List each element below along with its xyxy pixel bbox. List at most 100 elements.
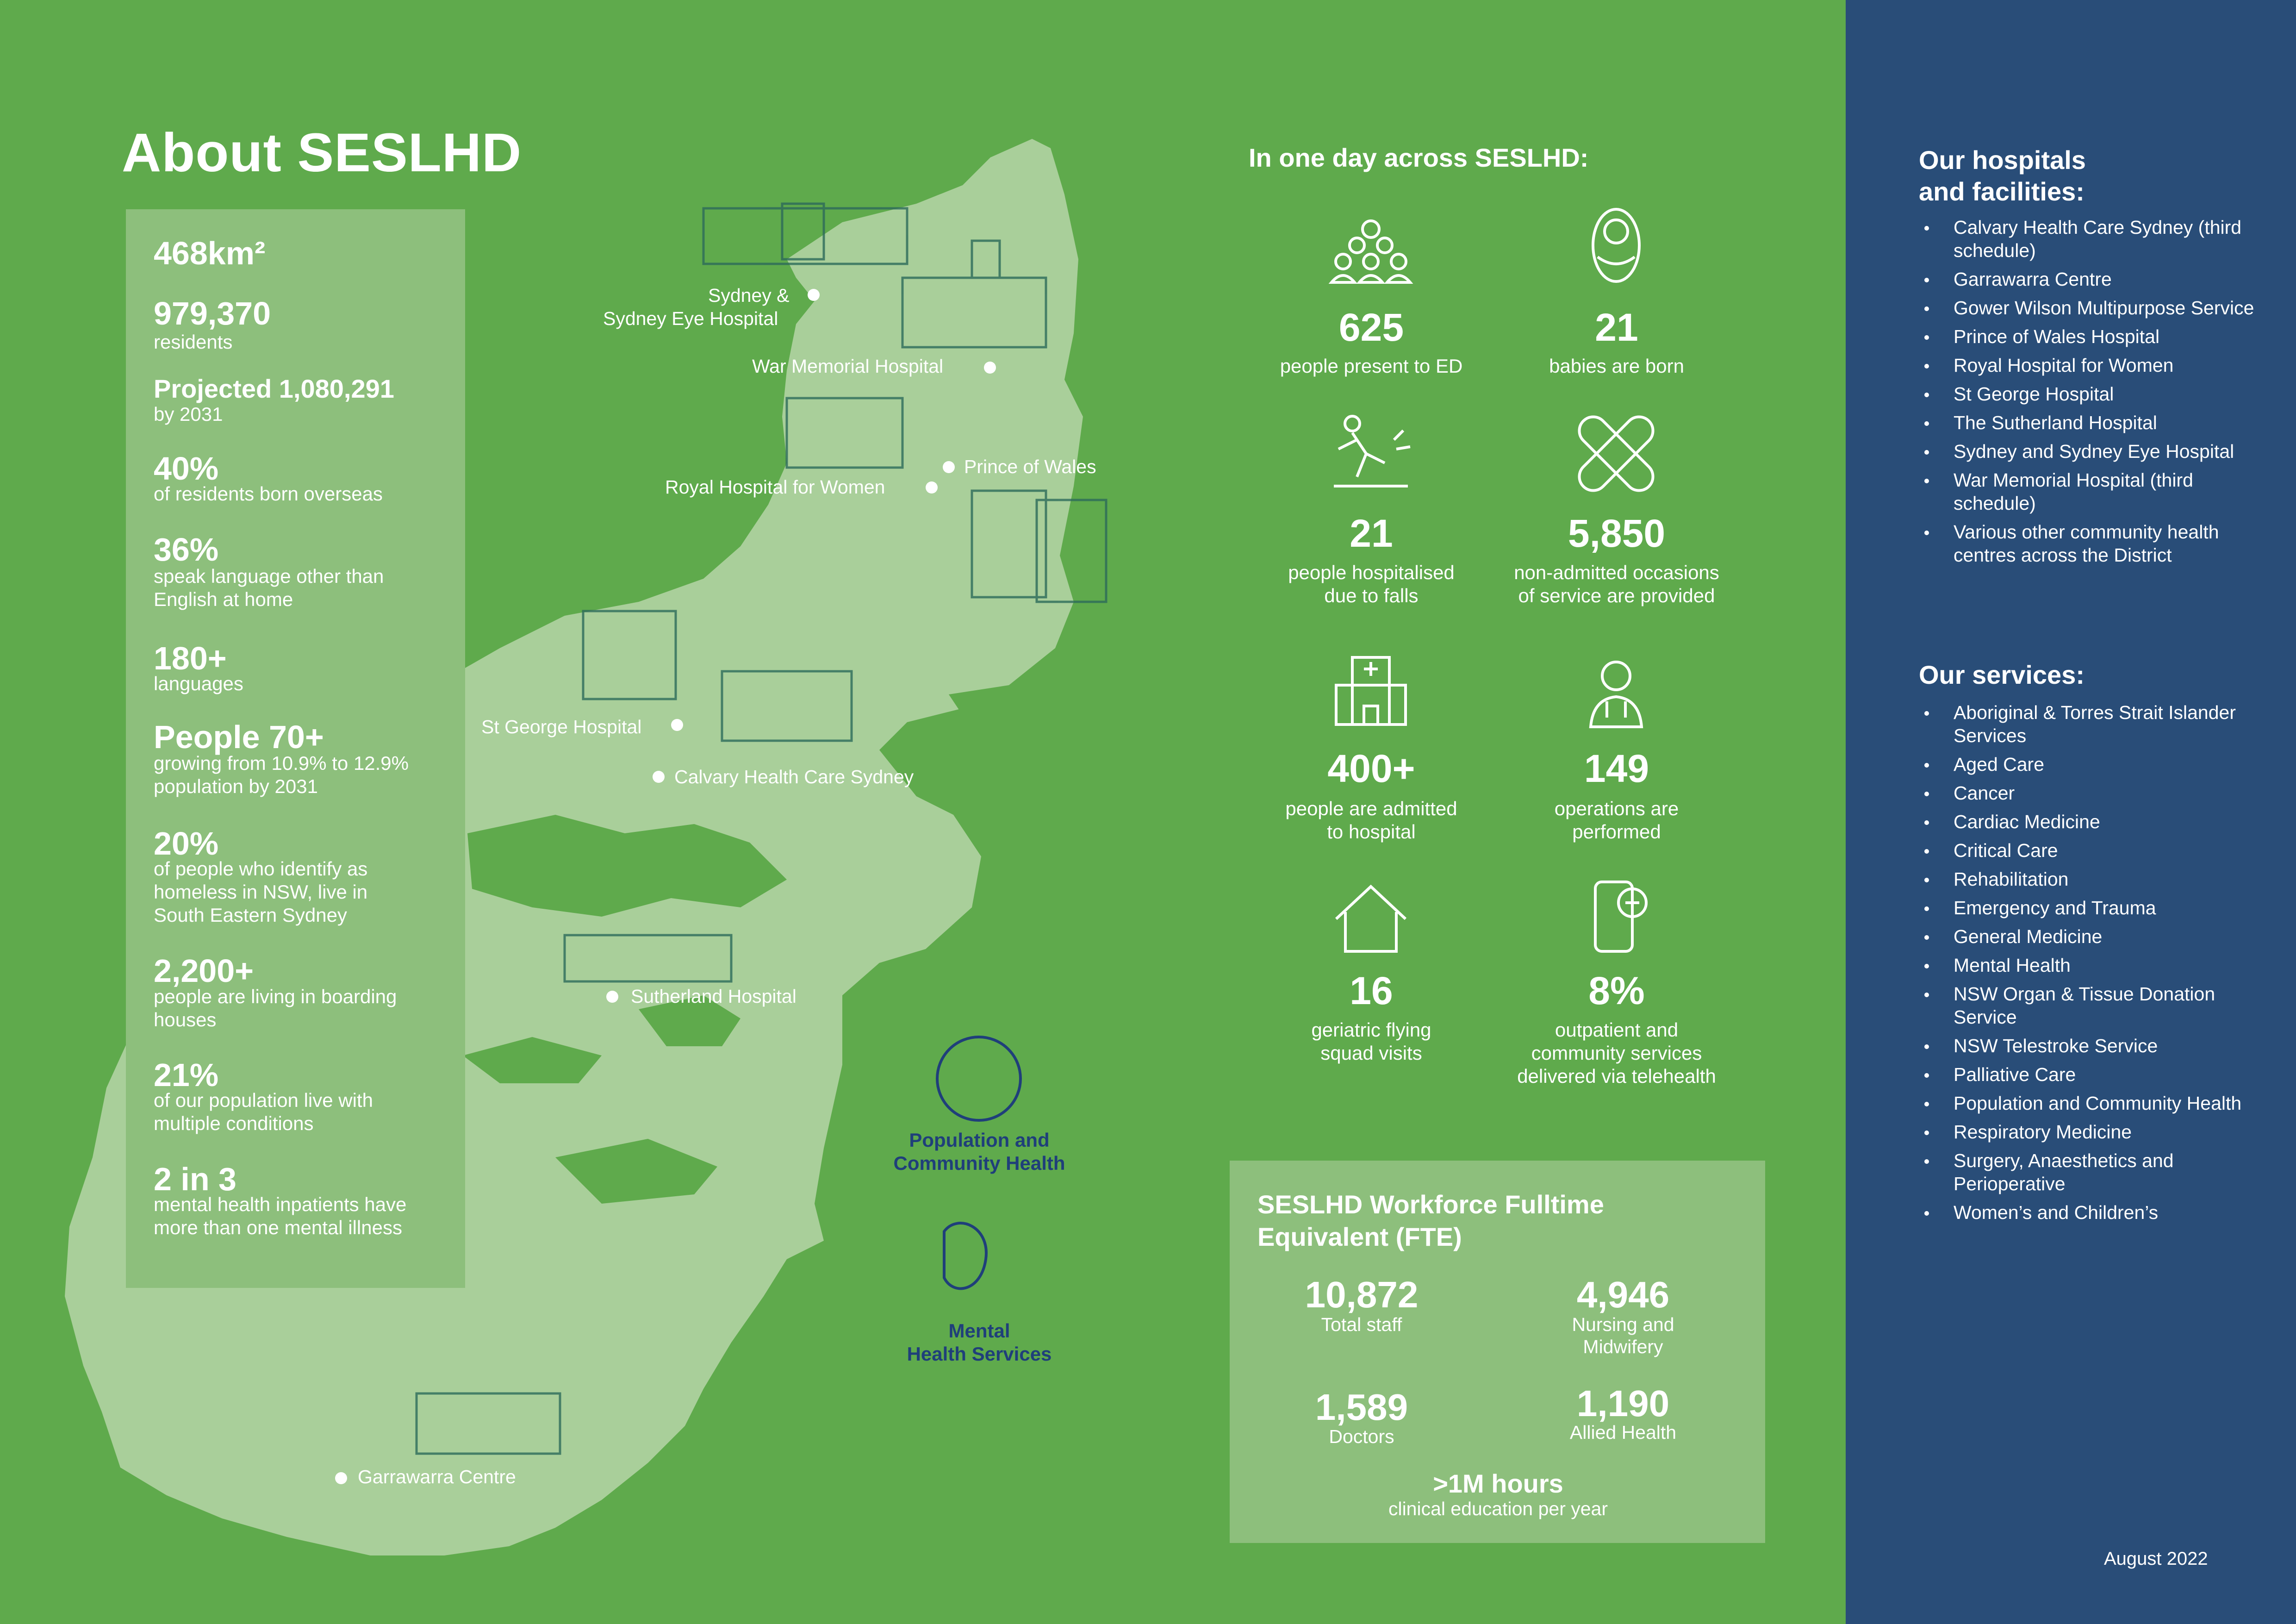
services-list-item: NSW Organ & Tissue Donation Service	[1919, 982, 2277, 1029]
map-label-sydney-eye-line2: Sydney Eye Hospital	[603, 308, 778, 329]
map-dot-royal-women	[926, 481, 938, 493]
workforce-desc-education: clinical education per year	[1388, 1498, 1608, 1519]
one-day-desc-operations-1: operations are	[1554, 798, 1679, 819]
one-day-desc-geriatric-2: squad visits	[1320, 1042, 1422, 1064]
map-label-garrawarra: Garrawarra Centre	[358, 1466, 516, 1487]
house-icon	[1335, 884, 1407, 953]
service-label-mental-health: Mental Health Services	[882, 1319, 1076, 1366]
stat-people-70-desc: growing from 10.9% to 12.9% population b…	[154, 752, 409, 797]
workforce-desc-total: Total staff	[1321, 1314, 1402, 1335]
services-list-item: Aged Care	[1919, 753, 2277, 776]
one-day-value-falls: 21	[1350, 512, 1393, 555]
one-day-desc-admitted-2: to hospital	[1327, 821, 1416, 843]
one-day-desc-admitted-1: people are admitted	[1285, 798, 1457, 819]
workforce-desc-allied: Allied Health	[1569, 1422, 1677, 1443]
hospitals-list-item: Royal Hospital for Women	[1919, 354, 2277, 377]
stat-residents-desc: residents	[154, 331, 233, 353]
map-dot-prince-wales	[943, 461, 955, 473]
stat-language-desc: speak language other than English at hom…	[154, 565, 384, 610]
one-day-value-telehealth: 8%	[1588, 969, 1645, 1012]
stat-projected-desc: by 2031	[154, 403, 223, 425]
services-list-item: Critical Care	[1919, 839, 2277, 862]
hospitals-list: Calvary Health Care Sydney (third schedu…	[1919, 216, 2277, 572]
workforce-value-education: >1M hours	[1433, 1469, 1563, 1498]
services-list-item: Respiratory Medicine	[1919, 1120, 2277, 1143]
page-title: About SESLHD	[122, 122, 522, 183]
map-label-st-george: St George Hospital	[481, 716, 642, 737]
services-list-item: Cancer	[1919, 781, 2277, 805]
stat-multiple-conditions-desc: of our population live with multiple con…	[154, 1089, 373, 1134]
one-day-title: In one day across SESLHD:	[1249, 143, 1589, 172]
services-list: Aboriginal & Torres Strait Islander Serv…	[1919, 701, 2277, 1230]
bandage-icon	[1578, 415, 1655, 492]
stat-language: 36%	[154, 531, 219, 568]
services-list-item: Women’s and Children’s	[1919, 1201, 2277, 1224]
district-stats-panel: 468km² 979,370 residents Projected 1,080…	[126, 209, 465, 1288]
workforce-value-nursing: 4,946	[1576, 1274, 1670, 1315]
stat-boarding: 2,200+	[154, 953, 254, 989]
stat-mental-health-desc: mental health inpatients have more than …	[154, 1193, 407, 1238]
publication-date: August 2022	[2104, 1549, 2208, 1569]
service-label-population-line2: Community Health	[893, 1152, 1065, 1174]
services-list-item: General Medicine	[1919, 925, 2277, 948]
map-label-sydney-eye-line1: Sydney &	[708, 285, 790, 306]
doctor-icon	[1589, 661, 1643, 728]
baby-icon	[1592, 208, 1641, 283]
workforce-desc-doctors: Doctors	[1329, 1426, 1394, 1447]
workforce-value-doctors: 1,589	[1315, 1387, 1408, 1428]
hospitals-heading: Our hospitals and facilities:	[1919, 144, 2086, 207]
map-dot-st-george	[671, 719, 683, 731]
stat-homeless-desc: of people who identify as homeless in NS…	[154, 858, 368, 926]
workforce-desc-nursing-1: Nursing and	[1572, 1314, 1674, 1335]
people-group-icon	[1328, 219, 1413, 284]
stat-languages: 180+	[154, 640, 227, 676]
map-dot-garrawarra	[335, 1472, 347, 1484]
one-day-desc-ed: people present to ED	[1280, 355, 1463, 377]
hospitals-heading-line1: Our hospitals	[1919, 145, 2086, 175]
workforce-value-total: 10,872	[1305, 1274, 1419, 1315]
one-day-desc-telehealth-1: outpatient and	[1555, 1019, 1679, 1041]
hospital-building-icon	[1335, 656, 1407, 726]
stat-residents: 979,370	[154, 295, 271, 331]
workforce-title: SESLHD Workforce Fulltime Equivalent (FT…	[1257, 1188, 1604, 1253]
hospitals-list-item: Gower Wilson Multipurpose Service	[1919, 296, 2277, 319]
one-day-value-babies: 21	[1595, 306, 1638, 349]
one-day-value-non-admitted: 5,850	[1568, 512, 1666, 555]
telehealth-phone-icon	[1594, 881, 1648, 953]
map-label-sutherland: Sutherland Hospital	[631, 986, 796, 1007]
hospitals-list-item: The Sutherland Hospital	[1919, 411, 2277, 434]
stat-projected: Projected 1,080,291	[154, 374, 394, 403]
service-label-mental-line1: Mental	[948, 1320, 1010, 1342]
one-day-desc-operations-2: performed	[1572, 821, 1661, 843]
one-day-desc-geriatric-1: geriatric flying	[1311, 1019, 1431, 1041]
hospitals-heading-line2: and facilities:	[1919, 177, 2084, 206]
service-label-mental-line2: Health Services	[907, 1343, 1052, 1365]
services-list-item: Palliative Care	[1919, 1063, 2277, 1086]
services-list-item: Cardiac Medicine	[1919, 810, 2277, 833]
stat-boarding-desc: people are living in boarding houses	[154, 986, 397, 1031]
one-day-desc-telehealth-3: delivered via telehealth	[1517, 1065, 1716, 1087]
stat-languages-desc: languages	[154, 673, 243, 694]
hospitals-list-item: Various other community health centres a…	[1919, 520, 2277, 567]
services-list-item: Aboriginal & Torres Strait Islander Serv…	[1919, 701, 2277, 747]
workforce-panel: SESLHD Workforce Fulltime Equivalent (FT…	[1230, 1161, 1765, 1543]
map-label-royal-women: Royal Hospital for Women	[665, 476, 885, 498]
service-label-population-line1: Population and	[909, 1129, 1050, 1151]
map-label-prince-wales: Prince of Wales	[964, 456, 1096, 477]
map-label-war-memorial: War Memorial Hospital	[752, 356, 944, 377]
services-list-item: Rehabilitation	[1919, 868, 2277, 891]
map-dot-sydney-eye	[808, 289, 820, 301]
workforce-title-line1: SESLHD Workforce Fulltime	[1257, 1190, 1604, 1219]
one-day-desc-falls-1: people hospitalised	[1288, 562, 1455, 583]
services-list-item: Surgery, Anaesthetics and Perioperative	[1919, 1149, 2277, 1195]
services-list-item: Emergency and Trauma	[1919, 896, 2277, 919]
hospitals-list-item: Garrawarra Centre	[1919, 268, 2277, 291]
services-heading: Our services:	[1919, 660, 2084, 689]
one-day-value-admitted: 400+	[1327, 747, 1415, 790]
map-dot-war-memorial	[984, 362, 996, 374]
hospitals-list-item: St George Hospital	[1919, 382, 2277, 406]
sidebar: Our hospitals and facilities: Calvary He…	[1846, 0, 2296, 1624]
hospitals-list-item: Sydney and Sydney Eye Hospital	[1919, 440, 2277, 463]
stat-people-70: People 70+	[154, 719, 324, 755]
falling-person-icon	[1334, 415, 1411, 487]
